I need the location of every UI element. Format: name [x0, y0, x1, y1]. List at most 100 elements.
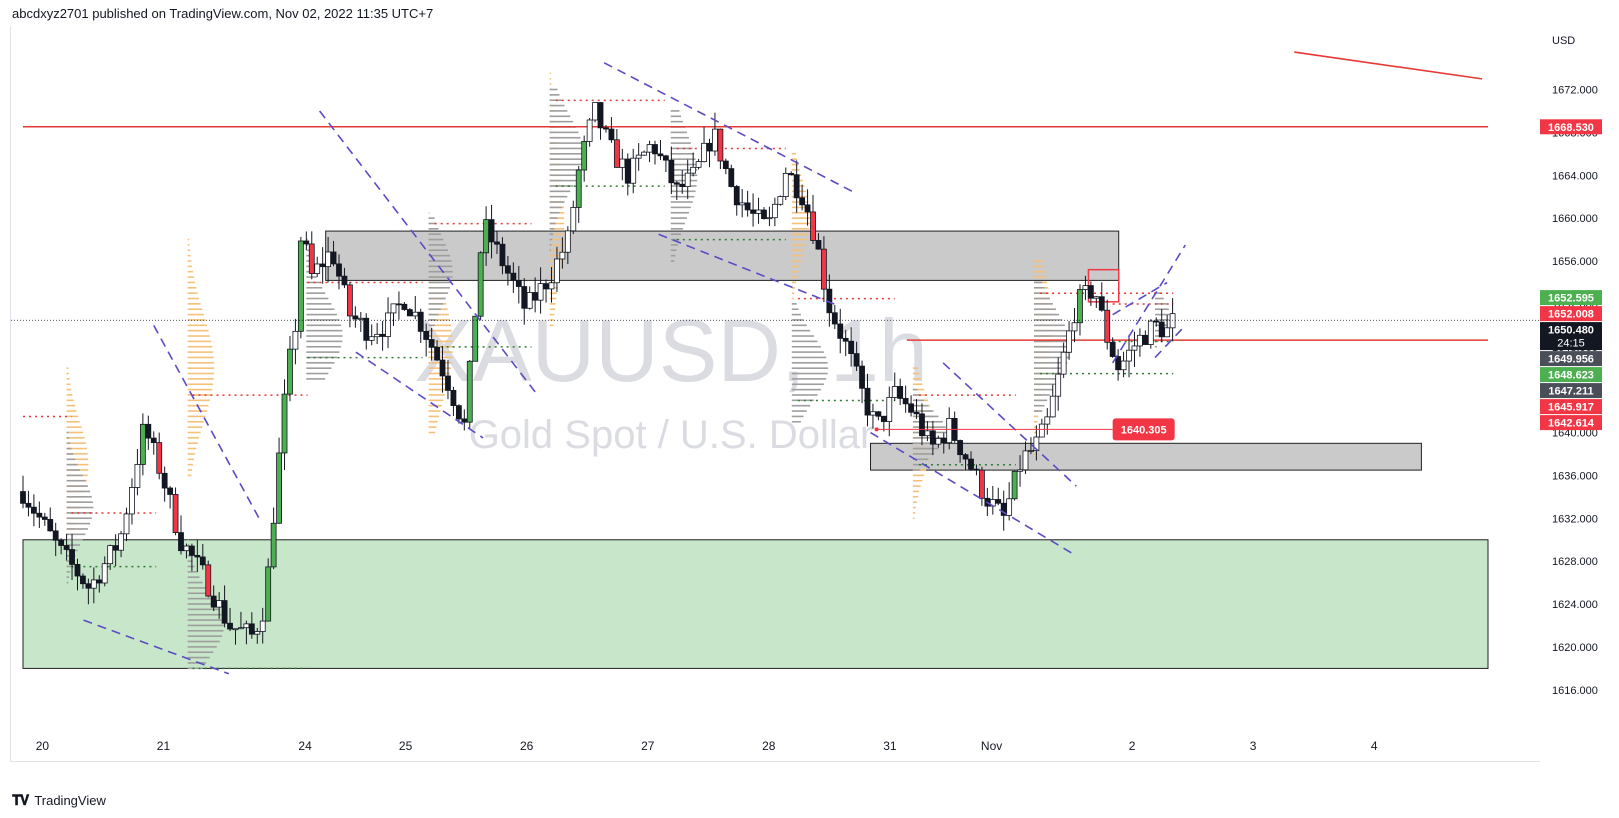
- profile-bar: [791, 286, 796, 289]
- profile-bar: [306, 356, 338, 359]
- candle-body: [1153, 320, 1160, 323]
- candle-body: [804, 204, 811, 213]
- price-label-text: 1647.211: [1548, 386, 1593, 398]
- profile-bar: [66, 372, 69, 375]
- candle: [1077, 284, 1083, 336]
- candle-body: [597, 102, 604, 129]
- profile-bar: [549, 88, 558, 91]
- profile-bar: [66, 383, 71, 386]
- profile-bar: [428, 351, 430, 353]
- profile-bar: [1033, 394, 1050, 396]
- profile-bar: [306, 281, 320, 284]
- candle: [85, 578, 92, 605]
- profile-bar: [791, 206, 810, 209]
- candle-body: [292, 330, 299, 350]
- profile-bar: [428, 426, 437, 428]
- candle-body: [1126, 349, 1132, 362]
- candle-body: [722, 160, 729, 169]
- profile-bar: [66, 415, 79, 418]
- x-tick-label: 25: [399, 739, 413, 753]
- profile-bar: [66, 447, 72, 450]
- candle-body: [657, 153, 664, 157]
- profile-bar: [187, 297, 200, 300]
- candle-body: [679, 183, 686, 187]
- candle: [853, 341, 860, 372]
- profile-bar: [549, 233, 564, 235]
- price-chart[interactable]: XAUUSD, 1h Gold Spot / U.S. Dollar 1640.…: [11, 26, 1541, 762]
- profile-bar: [791, 356, 827, 359]
- profile-bar: [670, 153, 695, 155]
- candle: [374, 323, 381, 345]
- price-label: 1652.008: [1540, 306, 1602, 322]
- profile-bar: [66, 533, 86, 536]
- profile-bar: [791, 351, 824, 353]
- profile-bar: [912, 388, 925, 391]
- candle: [564, 226, 571, 265]
- candle-body: [232, 628, 239, 631]
- chart-area[interactable]: XAUUSD, 1h Gold Spot / U.S. Dollar 1640.…: [10, 26, 1541, 762]
- profile-bar: [549, 163, 583, 166]
- candle-body: [831, 312, 838, 325]
- candle: [875, 411, 882, 421]
- price-label: 1648.623: [1540, 367, 1602, 383]
- y-tick-label: 1636.000: [1552, 470, 1598, 482]
- candle-body: [374, 333, 381, 338]
- profile-bar: [912, 469, 921, 471]
- candle: [347, 282, 353, 328]
- profile-bar: [670, 169, 698, 171]
- tradingview-logo-icon: 𝐓𝐕: [12, 792, 29, 808]
- profile-bar: [428, 260, 452, 262]
- profile-bar: [549, 174, 579, 177]
- profile-bar: [912, 442, 943, 445]
- profile-bar: [670, 233, 682, 235]
- candle: [63, 533, 70, 561]
- candle: [145, 415, 152, 450]
- candle-body: [183, 545, 190, 552]
- candle: [815, 233, 822, 250]
- candle-body: [875, 411, 882, 417]
- candle: [1158, 308, 1165, 343]
- profile-bar: [428, 335, 453, 337]
- candle: [951, 411, 958, 443]
- candle: [1104, 299, 1111, 350]
- candle: [319, 247, 326, 284]
- candle: [575, 166, 582, 223]
- profile-bar: [912, 485, 921, 487]
- supply-zone-1: [325, 230, 1120, 281]
- candle-body: [270, 522, 277, 568]
- candle-body: [1017, 469, 1023, 472]
- candle: [357, 312, 364, 332]
- profile-bar: [306, 254, 310, 257]
- candle-body: [80, 575, 86, 585]
- profile-bar: [549, 94, 560, 96]
- candle: [1093, 295, 1100, 308]
- x-tick-label: 20: [36, 739, 50, 753]
- candle: [979, 466, 985, 506]
- candle-body: [957, 440, 964, 456]
- profile-bar: [428, 415, 440, 418]
- profile-bar: [912, 394, 921, 396]
- candle-body: [1055, 373, 1062, 397]
- profile-bar: [549, 153, 584, 155]
- candle-body: [494, 241, 500, 245]
- candle: [368, 324, 375, 346]
- candle: [690, 152, 697, 177]
- profile-bar: [187, 453, 196, 455]
- candle: [210, 585, 217, 612]
- candle-body: [96, 579, 103, 584]
- candle: [989, 486, 996, 515]
- candle-body: [287, 348, 293, 395]
- profile-bar: [670, 206, 691, 209]
- profile-bar: [187, 265, 193, 268]
- candle-body: [319, 263, 326, 268]
- profile-bar: [66, 512, 93, 514]
- y-axis[interactable]: USD 1616.000 1620.000 1624.000 1628.000 1632…: [1540, 26, 1619, 762]
- candle-body: [902, 398, 909, 405]
- price-label: 1668.530: [1540, 119, 1602, 135]
- profile-bar: [428, 286, 450, 289]
- candle-body: [63, 545, 70, 550]
- candle: [101, 556, 108, 587]
- candle-body: [575, 169, 582, 208]
- profile-bar: [428, 292, 448, 294]
- price-label-text: 1652.008: [1548, 309, 1594, 321]
